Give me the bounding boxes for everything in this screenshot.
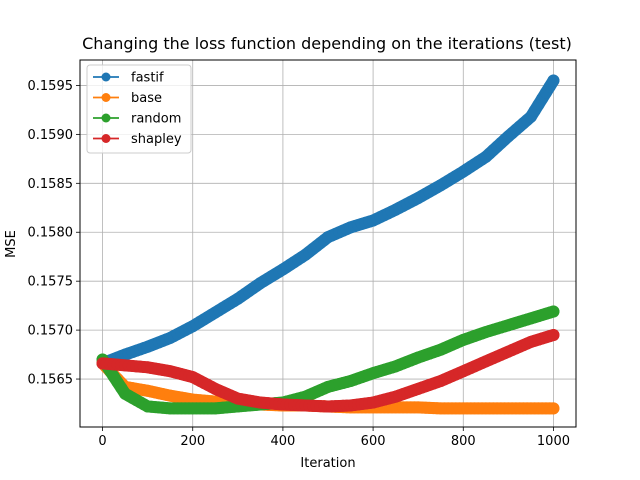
axis-ticks: 0 200 400 600 800 1000 0.1565 0.1570 0.1575 0.158… — [28, 79, 571, 449]
legend-label: shapley — [131, 132, 182, 147]
legend-item-base: base — [93, 91, 162, 106]
y-tick-label: 0.1580 — [28, 226, 74, 241]
y-tick-label: 0.1565 — [28, 373, 74, 388]
y-tick-label: 0.1590 — [28, 128, 74, 143]
data-point-base — [547, 402, 560, 415]
legend-label: fastif — [131, 71, 164, 86]
series-fastif — [96, 74, 560, 370]
data-point-random — [547, 305, 560, 318]
y-tick-label: 0.1575 — [28, 275, 74, 290]
legend-item-fastif: fastif — [93, 71, 164, 86]
legend-label: random — [131, 112, 181, 127]
x-axis-title: Iteration — [300, 456, 355, 471]
y-axis-title: MSE — [4, 230, 19, 258]
legend-label: base — [131, 91, 162, 106]
legend-swatch-marker — [101, 93, 111, 102]
data-point-shapley — [547, 329, 560, 342]
legend-swatch-marker — [101, 134, 111, 143]
x-tick-label: 800 — [451, 434, 476, 449]
legend-box — [86, 64, 192, 154]
data-point-fastif — [547, 74, 560, 87]
x-tick-label: 600 — [361, 434, 386, 449]
legend-swatch-marker — [101, 113, 111, 123]
series-layer — [96, 74, 560, 415]
x-tick-label: 0 — [98, 434, 106, 449]
legend-item-random: random — [93, 112, 181, 127]
x-tick-label: 400 — [270, 434, 295, 449]
y-tick-label: 0.1595 — [28, 79, 74, 94]
x-tick-label: 1000 — [537, 434, 570, 449]
y-tick-label: 0.1585 — [28, 177, 74, 192]
series-shapley — [96, 329, 560, 413]
y-tick-label: 0.1570 — [28, 324, 74, 339]
legend: fastif base random shapley — [86, 64, 192, 154]
legend-swatch-marker — [101, 72, 111, 82]
legend-item-shapley: shapley — [93, 132, 182, 147]
plot-frame — [79, 59, 577, 428]
chart-title: Changing the loss function depending on … — [82, 34, 572, 53]
x-tick-label: 200 — [180, 434, 205, 449]
